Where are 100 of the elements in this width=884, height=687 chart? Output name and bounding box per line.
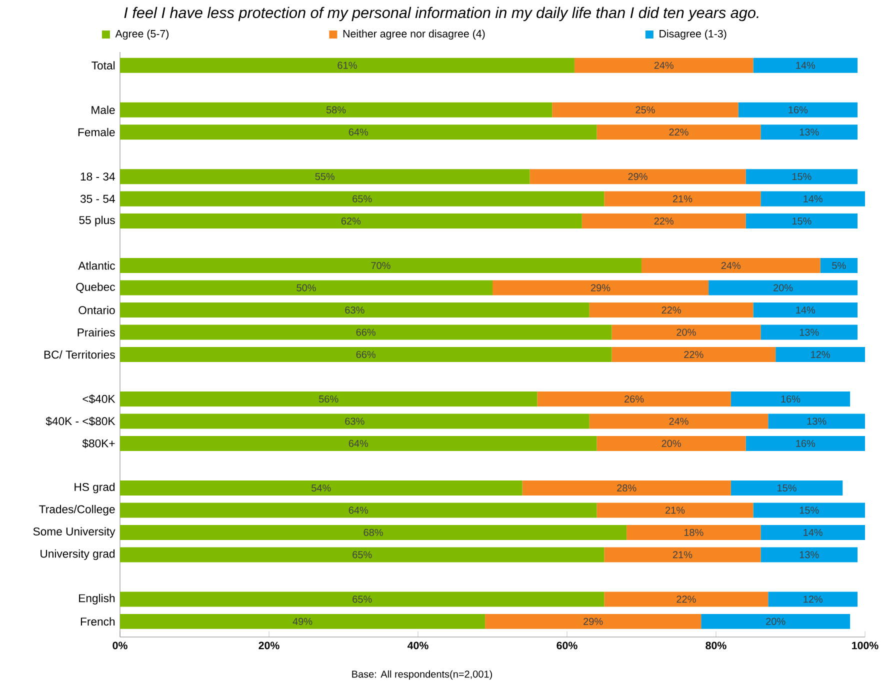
data-label: 70% (371, 262, 390, 270)
bar (730, 480, 843, 496)
data-label: 20% (662, 440, 681, 448)
bar (589, 414, 768, 429)
y-tick-label: Atlantic (78, 261, 115, 270)
data-label: 15% (778, 484, 796, 492)
data-label: 14% (804, 528, 823, 536)
bar (760, 324, 858, 340)
bar (552, 102, 738, 118)
y-tick-label: Total (92, 61, 115, 70)
bar (120, 502, 597, 518)
data-label: 21% (672, 551, 692, 558)
y-tick-label: Trades/College (39, 504, 115, 516)
data-label: 64% (348, 506, 368, 514)
bar (776, 347, 866, 362)
bar (120, 414, 590, 429)
x-tick-label: 20% (258, 642, 280, 650)
bar (120, 280, 493, 296)
bar (120, 547, 604, 562)
data-label: 16% (781, 395, 800, 403)
bar (768, 414, 866, 429)
bar (746, 436, 866, 451)
data-label: 29% (584, 618, 603, 625)
bar (604, 191, 761, 206)
bar (120, 169, 530, 184)
legend-label: Disagree (1-3) (660, 30, 726, 40)
y-tick-label: HS grad (74, 482, 115, 494)
data-label: 15% (792, 173, 812, 180)
bar (120, 302, 590, 318)
bar (120, 392, 538, 407)
bar (760, 191, 866, 206)
data-label: 24% (721, 262, 741, 270)
y-tick-label: University grad (40, 549, 115, 560)
bar (120, 258, 642, 274)
bar (760, 524, 866, 540)
bar (642, 258, 820, 274)
data-label: 14% (796, 306, 816, 314)
data-label: 20% (766, 618, 786, 625)
data-label: 14% (796, 62, 816, 69)
y-tick-label: Male (92, 106, 115, 114)
bar (604, 592, 768, 607)
bar (120, 592, 604, 607)
data-label: 63% (345, 306, 364, 314)
chart-title: I feel I have less protection of my personal information in my daily life than I did ten years ago. (124, 6, 758, 22)
data-label: 24% (669, 418, 688, 425)
bar (820, 258, 858, 274)
data-label: 5% (832, 262, 846, 270)
data-label: 64% (348, 440, 368, 448)
bar (492, 280, 709, 296)
bar (596, 124, 761, 140)
bar (485, 614, 702, 629)
x-tick-label: 80% (706, 642, 726, 650)
bar (753, 502, 866, 518)
y-tick-label: BC/ Territories (44, 350, 115, 359)
bar (120, 324, 612, 340)
bar (120, 191, 604, 206)
data-label: 22% (684, 350, 704, 358)
data-label: 65% (352, 596, 372, 603)
data-label: 29% (628, 173, 648, 180)
bar (120, 436, 597, 451)
data-label: 68% (364, 528, 383, 536)
data-label: 13% (800, 551, 819, 558)
data-label: 29% (591, 284, 610, 292)
y-tick-label: $80K+ (82, 438, 115, 448)
data-label: 65% (352, 551, 372, 558)
data-label: 12% (811, 350, 830, 358)
data-label: 56% (318, 395, 338, 403)
data-label: 25% (636, 106, 655, 114)
bar (120, 614, 486, 629)
bar (746, 169, 858, 184)
bar (120, 102, 552, 118)
bar (582, 214, 746, 229)
bar (708, 280, 858, 296)
data-label: 54% (312, 484, 331, 492)
data-label: 58% (326, 106, 346, 114)
data-label: 65% (352, 195, 372, 202)
data-label: 63% (345, 418, 364, 425)
bar (120, 214, 582, 229)
data-label: 61% (338, 62, 357, 69)
data-label: 18% (684, 528, 704, 536)
data-label: 14% (804, 195, 823, 202)
data-label: 13% (807, 418, 826, 425)
bar (522, 480, 731, 496)
y-tick-label: English (79, 594, 115, 604)
data-label: 66% (356, 328, 376, 336)
data-label: 55% (315, 173, 335, 180)
legend-label: Neither agree nor disagree (4) (343, 30, 485, 40)
y-tick-label: French (80, 617, 115, 626)
bar (120, 58, 574, 73)
data-label: 15% (800, 506, 819, 514)
y-tick-label: Prairies (78, 328, 115, 336)
x-tick-label: 0% (112, 642, 128, 650)
data-label: 22% (654, 218, 674, 225)
bar (120, 347, 612, 362)
data-label: 26% (624, 395, 644, 403)
data-label: 28% (617, 484, 636, 492)
data-label: 22% (676, 596, 696, 603)
data-label: 20% (676, 328, 696, 336)
data-label: 12% (804, 596, 823, 603)
data-label: 64% (348, 128, 368, 136)
